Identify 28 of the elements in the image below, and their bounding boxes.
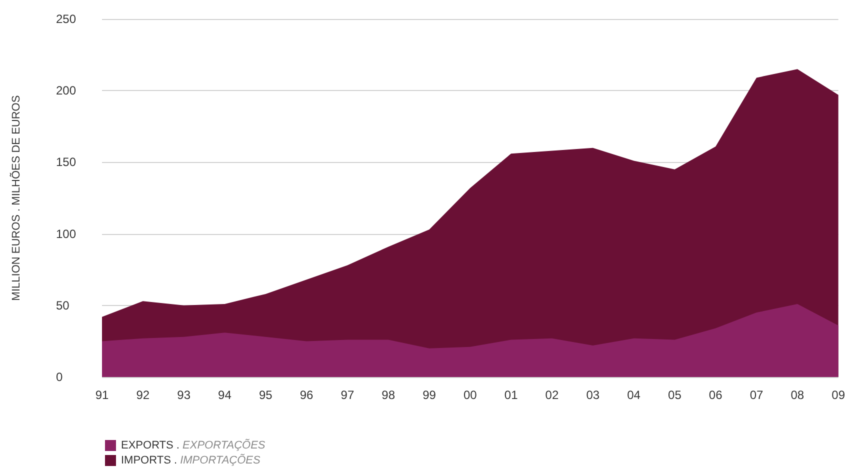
y-tick-label: 150 [56, 155, 76, 170]
x-tick-label: 03 [586, 388, 600, 402]
x-tick-label: 97 [340, 388, 354, 402]
x-tick-label: 06 [708, 388, 723, 402]
x-tick-label: 09 [832, 388, 846, 402]
y-tick-label: 250 [56, 12, 76, 26]
y-tick-label: 200 [56, 84, 76, 98]
x-tick-label: 08 [790, 388, 804, 402]
x-tick-label: 05 [668, 388, 682, 402]
y-axis-title: MILLION EUROS . MILHÕES DE EUROS [10, 95, 22, 301]
x-tick-label: 00 [463, 388, 478, 402]
x-tick-label: 99 [422, 388, 436, 402]
legend-label: EXPORTS . EXPORTAÇÕES [121, 438, 266, 452]
x-tick-label: 91 [95, 388, 109, 402]
x-tick-label: 93 [177, 388, 191, 402]
x-tick-label: 92 [136, 388, 150, 402]
x-tick-label: 98 [382, 388, 396, 402]
x-tick-label: 01 [504, 388, 518, 402]
y-tick-label: 50 [56, 298, 70, 312]
y-tick-label: 0 [56, 370, 63, 384]
x-tick-label: 07 [750, 388, 764, 402]
x-tick-label: 95 [258, 388, 273, 402]
x-tick-label: 04 [627, 388, 641, 402]
legend-label: IMPORTS . IMPORTAÇÕES [121, 454, 262, 466]
x-tick-label: 02 [545, 388, 559, 402]
x-tick-label: 96 [300, 388, 314, 402]
y-tick-label: 100 [56, 226, 76, 241]
x-tick-label: 94 [218, 388, 232, 402]
